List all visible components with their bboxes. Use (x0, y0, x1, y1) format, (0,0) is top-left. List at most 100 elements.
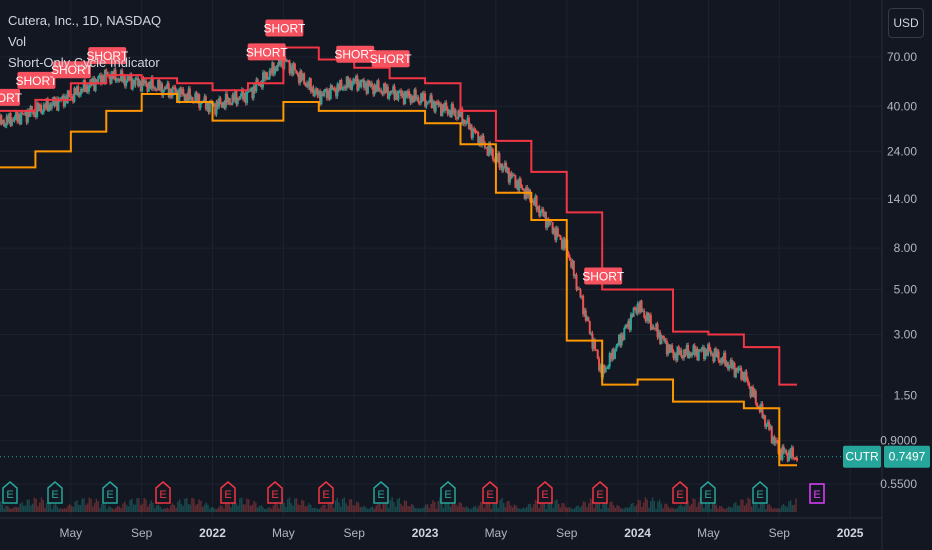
candle-body (309, 78, 312, 92)
candle-body (479, 136, 482, 146)
volume-bar (242, 504, 245, 512)
earnings-marker[interactable] (537, 481, 553, 504)
volume-bar (506, 501, 509, 512)
candle-body (141, 77, 144, 92)
volume-bar (697, 502, 700, 512)
short-signal-label[interactable] (265, 19, 304, 37)
earnings-marker[interactable] (752, 481, 768, 504)
short-signal-label[interactable] (52, 61, 91, 79)
volume-bar (139, 505, 142, 512)
volume-bar (586, 507, 588, 512)
earnings-marker-label: E (704, 489, 711, 501)
volume-bar (67, 505, 69, 512)
earnings-marker[interactable] (155, 481, 171, 504)
candle-body (366, 80, 369, 94)
short-signal-label[interactable] (371, 50, 410, 68)
earnings-marker[interactable] (592, 481, 608, 504)
candle-body (604, 368, 607, 373)
volume-bar (363, 505, 365, 512)
volume-bar (17, 507, 20, 512)
volume-bar (510, 505, 512, 512)
candle-body (414, 89, 417, 100)
candle-body (313, 92, 316, 97)
short-signal-label[interactable] (88, 47, 127, 65)
volume-bar (33, 497, 36, 512)
volume-bar (421, 508, 424, 512)
volume-bar (673, 508, 675, 512)
volume-bar (294, 498, 296, 512)
earnings-marker[interactable] (482, 481, 498, 504)
short-signal-label[interactable] (584, 267, 623, 285)
candle-body (744, 371, 747, 382)
candle-body (673, 353, 676, 358)
volume-study-label[interactable]: Vol (8, 34, 27, 49)
currency-button[interactable]: USD (888, 8, 924, 38)
candle-body (360, 79, 363, 88)
candle-body (768, 421, 771, 430)
candle-body (588, 321, 591, 334)
volume-bar (460, 502, 462, 512)
candle-body (28, 110, 31, 117)
volume-bar (772, 508, 774, 512)
short-signal-label[interactable] (336, 45, 375, 63)
volume-bar (545, 508, 548, 512)
volume-bar (53, 504, 55, 512)
volume-bar (329, 500, 331, 512)
candle-body (716, 351, 719, 358)
indicator-study-label[interactable]: Short-Only Cycle Indicator (8, 55, 160, 70)
volume-bar (547, 500, 549, 512)
earnings-marker[interactable] (672, 481, 688, 504)
candle-body (143, 80, 146, 84)
earnings-marker[interactable] (318, 481, 334, 504)
volume-bar (628, 507, 631, 512)
short-signal-label[interactable] (247, 43, 286, 61)
short-signal-label[interactable] (0, 88, 20, 106)
volume-bar (347, 505, 349, 512)
candle-body (543, 211, 546, 217)
candle-body (471, 128, 474, 138)
volume-bar (256, 507, 259, 512)
earnings-marker[interactable] (373, 481, 389, 504)
earnings-marker[interactable] (102, 481, 118, 504)
volume-bar (646, 499, 648, 512)
candle-body (619, 334, 622, 346)
volume-bar (680, 504, 682, 512)
volume-bar (208, 508, 211, 512)
volume-bar (662, 508, 664, 512)
volume-bar (373, 508, 376, 512)
earnings-marker[interactable] (47, 481, 63, 504)
candle-body (218, 98, 221, 107)
ticker-badge[interactable] (843, 445, 881, 468)
candle-body (303, 73, 306, 85)
candle-body (273, 67, 276, 75)
candle-body (206, 102, 209, 110)
volume-bar (207, 504, 209, 512)
earnings-marker[interactable] (809, 483, 825, 504)
volume-bar (290, 503, 292, 512)
earnings-marker[interactable] (440, 481, 456, 504)
candle-body (191, 97, 194, 102)
earnings-marker[interactable] (700, 481, 716, 504)
earnings-marker[interactable] (267, 481, 283, 504)
volume-bar (511, 507, 514, 512)
volume-bar (701, 499, 703, 512)
earnings-marker[interactable] (2, 481, 18, 504)
volume-bar (750, 506, 753, 512)
candle-body (685, 345, 688, 355)
volume-bar (740, 499, 742, 512)
short-signal-label[interactable] (17, 71, 56, 89)
last-price-badge[interactable] (884, 445, 930, 468)
candle-body (163, 87, 166, 90)
symbol-title[interactable]: Cutera, Inc., 1D, NASDAQ (8, 13, 162, 28)
candle-body (207, 102, 210, 112)
earnings-marker[interactable] (220, 481, 236, 504)
candle-body (447, 110, 450, 115)
candle-body (437, 102, 440, 106)
candle-body (612, 349, 615, 359)
volume-bar (430, 503, 432, 512)
volume-bar (216, 508, 218, 512)
candle-body (364, 83, 367, 88)
candle-body (567, 252, 570, 257)
volume-bar (502, 502, 505, 512)
